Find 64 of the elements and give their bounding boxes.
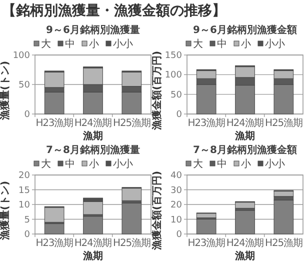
x-tick-label: H24漁期 xyxy=(226,117,264,129)
x-axis-title: 漁期 xyxy=(234,250,255,262)
bar xyxy=(274,200,294,234)
y-tick-label: 0 xyxy=(176,110,182,120)
bar xyxy=(44,92,64,114)
legend-label: 小 xyxy=(89,38,99,50)
x-axis-title: 漁期 xyxy=(82,130,103,142)
x-tick-label: H25漁期 xyxy=(113,237,151,249)
x-axis-title: 漁期 xyxy=(234,130,255,142)
y-axis-title: 漁獲量(トン) xyxy=(0,180,11,242)
chart-title: 9～6月銘柄別漁獲量 xyxy=(46,24,140,36)
y-tick-label: 15 xyxy=(18,186,30,196)
y-axis-title: 漁獲金額(百万円) xyxy=(151,170,163,252)
legend-label: 中 xyxy=(217,158,227,170)
y-axis-title: 漁獲量(トン) xyxy=(0,60,11,122)
text: 【銘柄別漁獲量・漁獲金額の推移】 xyxy=(2,2,226,19)
y-tick-label: 50 xyxy=(18,80,30,90)
bar xyxy=(122,188,142,201)
x-tick-label: H23漁期 xyxy=(188,237,226,249)
bar xyxy=(122,202,142,234)
x-tick-label: H24漁期 xyxy=(74,117,112,129)
chart-title: 7～8月銘柄別漁獲金額 xyxy=(193,144,297,156)
bar xyxy=(235,202,255,208)
legend-label: 小小 xyxy=(113,158,133,170)
y-tick-label: 50 xyxy=(170,90,182,100)
x-tick-label: H25漁期 xyxy=(265,117,303,129)
bar xyxy=(235,210,255,234)
legend-label: 小小 xyxy=(265,38,285,50)
legend-label: 小小 xyxy=(265,158,285,170)
y-axis-title: 漁獲金額(百万円) xyxy=(151,50,163,132)
x-tick-label: H24漁期 xyxy=(226,237,264,249)
y-tick-label: 40 xyxy=(170,171,182,181)
legend-label: 大 xyxy=(193,38,203,50)
y-tick-label: 0 xyxy=(24,230,30,240)
y-tick-label: 10 xyxy=(170,215,182,226)
x-tick-label: H23漁期 xyxy=(36,117,74,129)
legend-label: 小 xyxy=(241,158,251,170)
y-tick-label: 10 xyxy=(18,200,30,210)
y-tick-label: 20 xyxy=(18,171,30,181)
legend-label: 中 xyxy=(65,38,75,50)
x-axis-title: 漁期 xyxy=(82,250,103,262)
y-tick-label: 20 xyxy=(170,200,182,210)
x-tick-label: H23漁期 xyxy=(36,237,74,249)
chart-title: 9～6月銘柄別漁獲金額 xyxy=(193,24,297,36)
chart-title: 7～8月銘柄別漁獲量 xyxy=(46,144,140,156)
legend-label: 大 xyxy=(193,158,203,170)
legend-label: 小 xyxy=(89,158,99,170)
y-tick-label: 0 xyxy=(176,230,182,240)
legend-label: 小小 xyxy=(113,38,133,50)
legend-label: 大 xyxy=(41,38,51,50)
legend-label: 中 xyxy=(65,158,75,170)
x-tick-label: H24漁期 xyxy=(74,237,112,249)
y-tick-label: 150 xyxy=(164,51,182,61)
legend-label: 中 xyxy=(217,38,227,50)
x-tick-label: H25漁期 xyxy=(265,237,303,249)
y-tick-label: 100 xyxy=(164,70,182,81)
x-tick-label: H25漁期 xyxy=(113,117,151,129)
y-tick-label: 5 xyxy=(24,215,30,226)
legend-label: 大 xyxy=(41,158,51,170)
legend-label: 小 xyxy=(241,38,251,50)
y-tick-label: 30 xyxy=(170,186,182,196)
y-tick-label: 0 xyxy=(24,110,30,120)
y-tick-label: 100 xyxy=(12,51,30,61)
x-tick-label: H23漁期 xyxy=(188,117,226,129)
